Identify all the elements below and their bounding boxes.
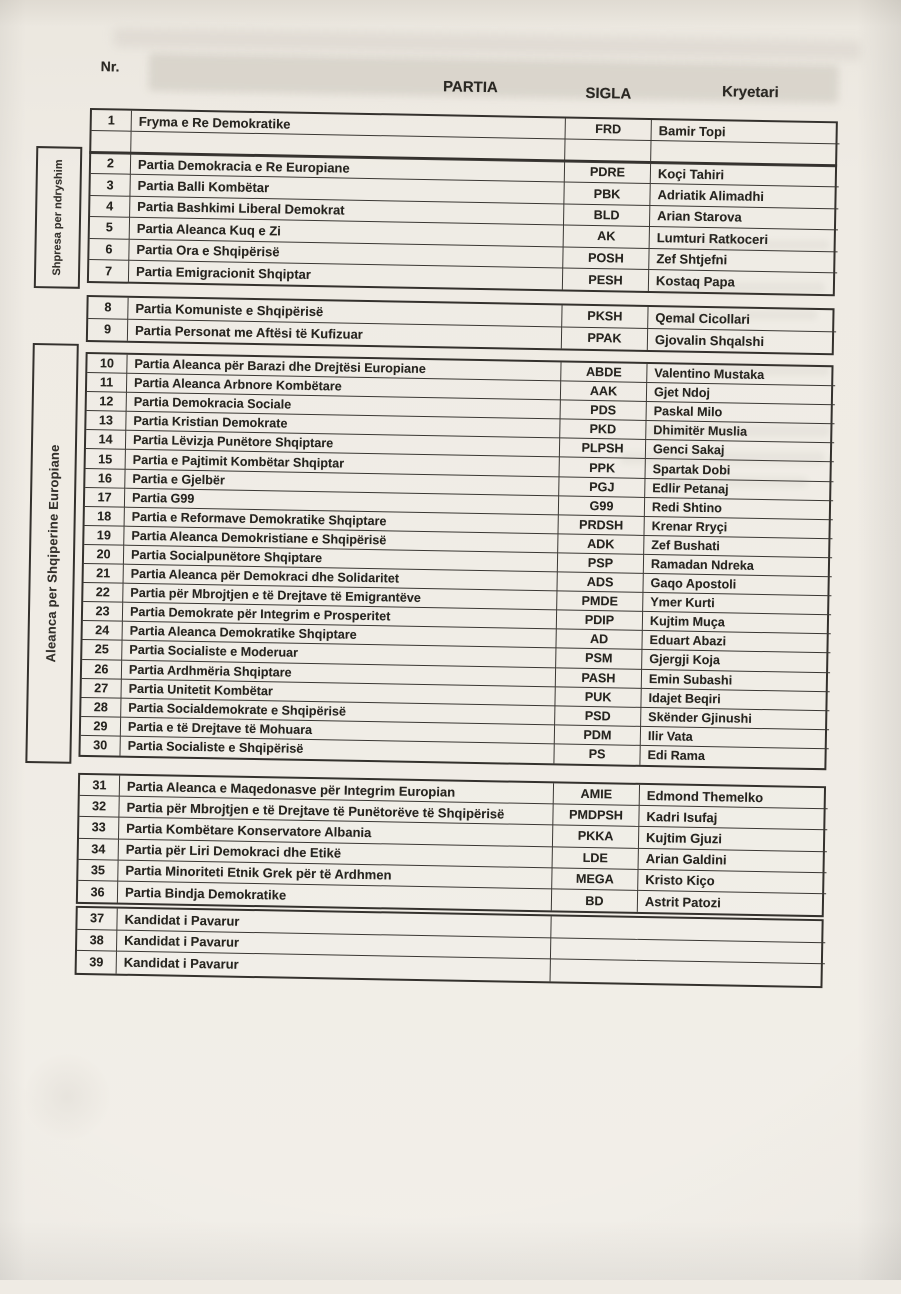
cell-nr: 11 [86,373,128,393]
cell-sigla: PS [554,744,641,765]
cell-nr: 38 [76,929,118,952]
cell-nr: 25 [82,640,123,661]
cell-nr: 26 [81,659,123,680]
cell-sigla [565,139,652,162]
cell-nr: 35 [78,859,119,882]
cell-nr: 17 [84,487,126,508]
cell-nr: 39 [76,950,117,974]
table-section-3: 8 Partia Komuniste e Shqipërisë PKSH Qemal … [85,294,837,356]
cell-sigla: FRD [565,118,652,142]
cell-nr: 20 [83,544,125,565]
cell-kryetari: Kostaq Papa [655,273,735,290]
cell-nr: 16 [85,468,126,489]
cell-nr: 1 [91,110,132,132]
cell-sigla: BD [551,889,639,913]
cell-sigla: PDS [560,400,647,422]
cell-sigla: PESH [562,268,650,292]
cell-nr: 30 [80,735,121,756]
cell-sigla: PRDSH [558,515,645,536]
cell-sigla: PKKA [552,825,640,849]
cell-sigla: AMIE [553,783,641,807]
table-section-6: 37 Kandidat i Pavarur 38 Kandidat i Pavarur… [74,905,826,988]
cell-sigla: PDIP [556,610,644,632]
cell-sigla: MEGA [552,868,639,891]
cell-sigla: AAK [560,381,648,403]
cell-sigla: PMDPSH [553,804,640,828]
cell-sigla: PBK [564,182,651,206]
group-label-box-shpresa: Shpresa per ndryshim [33,146,83,289]
cell-nr: 19 [84,525,125,546]
table-section-2: 2 Partia Demokracia e Re Europiane PDRE Koç… [86,150,840,297]
cell-sigla: PDRE [564,161,652,185]
cell-nr: 31 [79,774,121,797]
cell-sigla: PSM [556,648,643,670]
cell-sigla [550,937,638,961]
cell-sigla: BLD [563,204,651,228]
cell-nr: 9 [87,318,129,341]
cell-nr: 3 [90,174,131,197]
table-section-4: 10 Partia Aleanca për Barazi dhe Drejtësi… [78,351,836,771]
cell-nr: 29 [80,716,122,737]
cell-sigla: ADS [557,572,644,594]
cell-sigla: PLPSH [559,438,647,460]
cell-sigla: PDM [554,725,642,746]
cell-nr: 34 [78,838,119,861]
cell-nr: 36 [77,880,119,903]
cell-sigla [551,959,637,982]
cell-nr: 12 [86,392,127,412]
cell-nr: 14 [85,430,127,451]
cell-sigla: G99 [558,496,646,517]
cell-sigla: POSH [563,247,650,270]
group-label-box-aleanca: Aleanca per Shqiperine Europiane [25,343,79,764]
cell-nr [91,131,132,153]
column-header-kryetari: Kryetari [721,83,779,102]
cell-kryetari: Gjovalin Shqalshi [654,331,765,349]
cell-nr: 22 [83,583,124,603]
cell-sigla: AK [563,225,650,249]
cell-sigla: ADK [558,534,645,555]
cell-nr: 23 [82,602,124,622]
cell-nr: 24 [82,621,123,642]
cell-sigla: ABDE [561,362,648,384]
cell-nr: 10 [87,353,128,374]
cell-nr: 7 [88,259,130,283]
cell-kryetari [637,961,825,986]
cell-sigla: PKD [560,419,647,441]
group-label-text: Aleanca per Shqiperine Europiane [42,444,62,663]
cell-sigla: LDE [552,846,639,870]
table-section-5: 31 Partia Aleanca e Maqedonasve për Integ… [75,772,829,918]
cell-kryetari: Astrit Patozi [644,894,721,911]
cell-sigla: PMDE [557,591,644,613]
cell-sigla: PGJ [559,476,646,498]
cell-nr: 32 [79,796,120,819]
cell-nr: 2 [90,153,132,176]
cell-nr: 27 [81,678,122,699]
cell-kryetari: Edi Rama [647,748,706,764]
cell-nr: 13 [86,411,127,432]
cell-sigla: PKSH [562,305,649,329]
column-header-nr: Nr. [100,58,120,75]
cell-nr: 4 [90,195,131,218]
cell-nr: 33 [78,817,120,840]
cell-nr: 18 [84,506,125,527]
cell-nr: 6 [89,238,130,261]
column-header-sigla: SIGLA [585,84,632,103]
cell-nr: 37 [77,907,118,931]
cell-nr: 15 [85,449,126,470]
cell-nr: 5 [89,217,131,240]
cell-nr: 28 [81,697,122,718]
group-label-text: Shpresa per ndryshim [51,159,66,276]
cell-sigla: AD [556,629,643,651]
cell-sigla: PSD [555,706,642,727]
cell-nr: 8 [88,297,129,320]
cell-sigla: PASH [555,667,643,689]
cell-sigla: PSP [557,553,645,574]
cell-sigla [551,916,638,940]
cell-sigla: PUK [555,686,642,708]
cell-nr: 21 [83,563,124,584]
cell-sigla: PPAK [561,326,649,350]
cell-sigla: PPK [559,457,646,479]
